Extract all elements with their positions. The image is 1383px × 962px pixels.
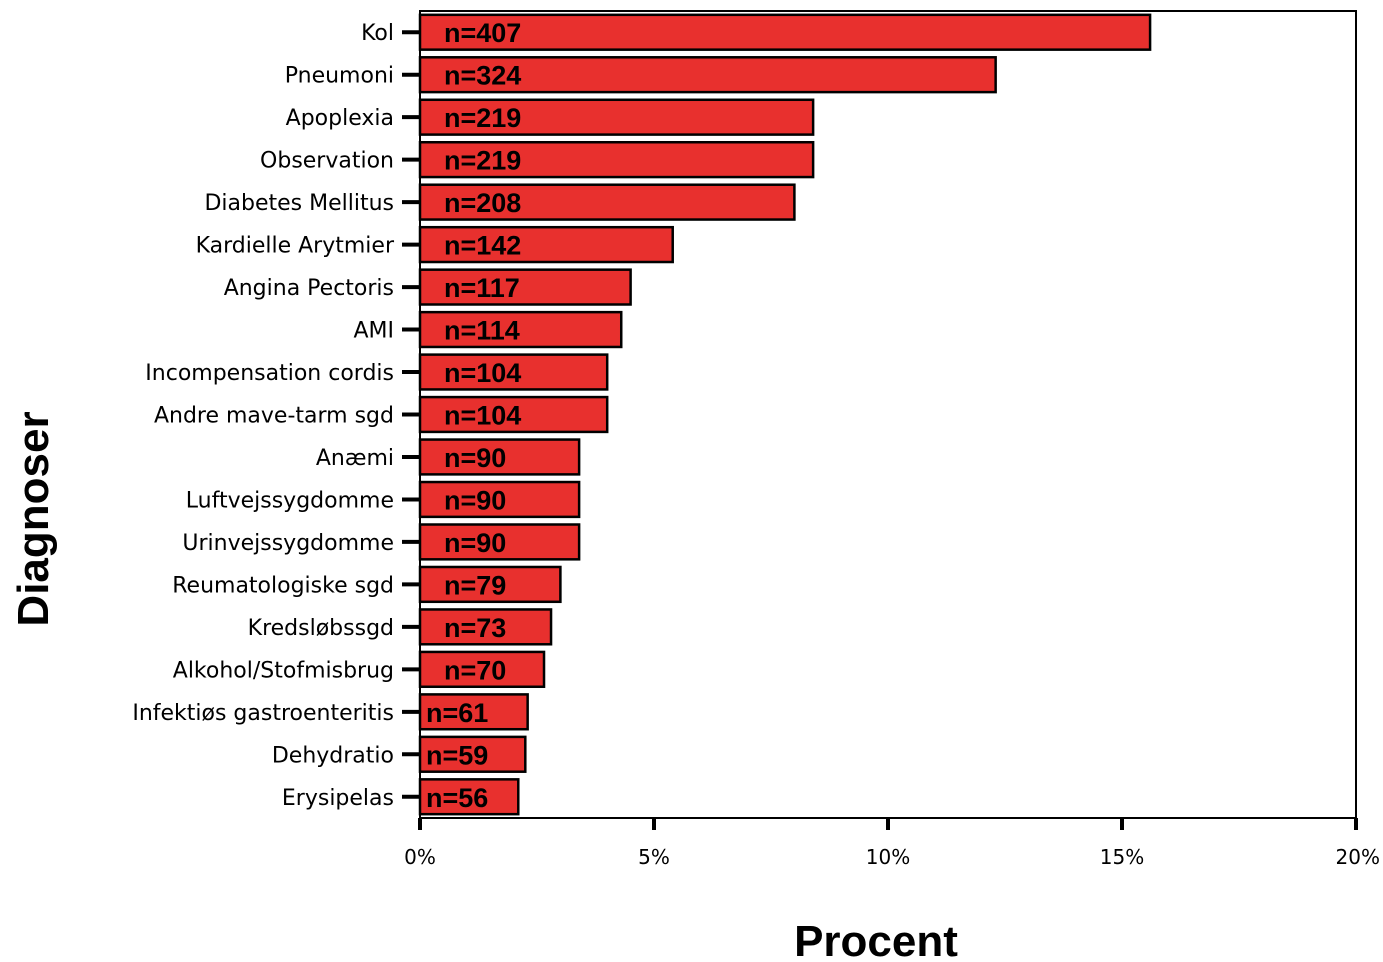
y-tick-label: Observation xyxy=(260,149,394,174)
bar-data-label: n=70 xyxy=(444,655,506,685)
y-tick-label: Infektiøs gastroenteritis xyxy=(132,701,394,726)
bar-data-label: n=73 xyxy=(444,613,506,643)
x-tick-label: 20% xyxy=(1336,845,1380,869)
bar-data-label: n=90 xyxy=(444,485,506,515)
x-tick-label: 0% xyxy=(404,845,436,869)
bar xyxy=(418,225,674,264)
y-tick-label: Kredsløbssgd xyxy=(248,616,394,641)
bar-data-label: n=104 xyxy=(444,401,521,431)
y-tick-label: Urinvejssygdomme xyxy=(182,531,394,556)
bar-data-label: n=219 xyxy=(444,103,521,133)
bar xyxy=(418,523,581,561)
bar xyxy=(418,98,815,136)
x-tick-label: 5% xyxy=(638,845,670,869)
y-tick-label: Luftvejssygdomme xyxy=(186,488,394,513)
bar-data-label: n=90 xyxy=(444,528,506,558)
bar-data-label: n=208 xyxy=(444,188,521,218)
y-tick-label: Erysipelas xyxy=(282,786,394,811)
bar-data-label: n=324 xyxy=(444,61,521,91)
y-tick-label: Pneumoni xyxy=(285,64,394,89)
bar xyxy=(418,183,796,221)
x-axis-title: Procent xyxy=(794,917,958,962)
y-tick-label: Reumatologiske sgd xyxy=(172,573,394,598)
bar-data-label: n=104 xyxy=(444,358,521,388)
y-tick-label: Diabetes Mellitus xyxy=(204,191,394,216)
bar-data-label: n=219 xyxy=(444,146,521,176)
bar-data-label: n=79 xyxy=(444,570,506,600)
bar xyxy=(418,480,581,519)
bar-data-label: n=59 xyxy=(426,740,488,770)
bar-data-label: n=142 xyxy=(444,231,521,261)
bar-data-label: n=117 xyxy=(444,273,520,303)
x-tick-label: 15% xyxy=(1100,845,1144,869)
y-tick-label: Apoplexia xyxy=(286,106,394,131)
bar xyxy=(418,310,623,349)
y-tick-label: Anæmi xyxy=(316,446,394,471)
y-tick-label: Kol xyxy=(361,21,394,46)
bar-data-label: n=407 xyxy=(444,18,521,48)
y-axis-title: Diagnoser xyxy=(9,411,58,626)
bar-data-label: n=90 xyxy=(444,443,506,473)
x-tick-label: 10% xyxy=(866,845,910,869)
bar xyxy=(418,13,1152,51)
y-tick-label: Kardielle Arytmier xyxy=(196,234,395,259)
y-tick-label: Alkohol/Stofmisbrug xyxy=(173,658,394,683)
bar-data-label: n=114 xyxy=(444,316,520,346)
y-tick-label: Incompensation cordis xyxy=(145,361,394,386)
bar xyxy=(418,608,553,646)
bar xyxy=(418,565,562,604)
y-tick-label: Angina Pectoris xyxy=(224,276,394,301)
y-tick-label: Andre mave-tarm sgd xyxy=(154,404,394,429)
bar-data-label: n=61 xyxy=(426,698,488,728)
bar-data-label: n=56 xyxy=(426,783,488,813)
y-tick-label: Dehydratio xyxy=(272,743,394,768)
bar xyxy=(418,140,815,179)
y-tick-label: AMI xyxy=(353,319,394,344)
